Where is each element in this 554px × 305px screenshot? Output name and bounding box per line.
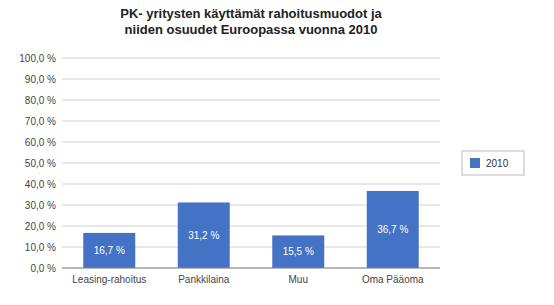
grid-line (62, 100, 440, 101)
legend-label: 2010 (486, 158, 509, 169)
grid-line (62, 142, 440, 143)
grid-line (62, 121, 440, 122)
data-labels: 16,7 % 31,2 % 15,5 % 36,7 % (94, 224, 409, 257)
x-tick-label: Pankkilaina (178, 274, 230, 285)
grid-line (62, 268, 440, 269)
y-tick-label: 10,0 % (25, 242, 56, 253)
legend-frame (462, 151, 524, 175)
x-tick-label: Muu (289, 274, 308, 285)
y-tick-label: 90,0 % (25, 74, 56, 85)
y-tick-label: 0,0 % (30, 263, 56, 274)
bar (178, 202, 230, 268)
chart: PK- yritysten käyttämät rahoitusmuodot j… (0, 0, 554, 305)
y-tick-label: 40,0 % (25, 179, 56, 190)
data-label: 15,5 % (283, 246, 314, 257)
legend: 2010 (462, 151, 524, 175)
bar (272, 235, 324, 268)
grid-line (62, 58, 440, 59)
data-label: 31,2 % (188, 230, 219, 241)
bars (83, 191, 418, 268)
title-line: niiden osuudet Euroopassa vuonna 2010 (125, 22, 378, 37)
y-tick-label: 70,0 % (25, 116, 56, 127)
x-tick-label: Leasing-rahoitus (72, 274, 146, 285)
data-label: 16,7 % (94, 245, 125, 256)
bar (83, 233, 135, 268)
grid-line (62, 79, 440, 80)
title-line: PK- yritysten käyttämät rahoitusmuodot j… (120, 6, 382, 21)
grid-line (62, 163, 440, 164)
bar (367, 191, 419, 268)
y-tick-label: 20,0 % (25, 221, 56, 232)
x-axis-line (62, 268, 440, 269)
title: PK- yritysten käyttämät rahoitusmuodot j… (120, 6, 382, 37)
y-tick-label: 100,0 % (19, 53, 56, 64)
grid-line (62, 184, 440, 185)
y-tick-label: 30,0 % (25, 200, 56, 211)
x-tick-label: Oma Pääoma (362, 274, 424, 285)
data-label: 36,7 % (377, 224, 408, 235)
y-tick-label: 60,0 % (25, 137, 56, 148)
y-tick-label: 50,0 % (25, 158, 56, 169)
grid (62, 58, 440, 268)
legend-swatch (470, 158, 480, 168)
y-tick-label: 80,0 % (25, 95, 56, 106)
